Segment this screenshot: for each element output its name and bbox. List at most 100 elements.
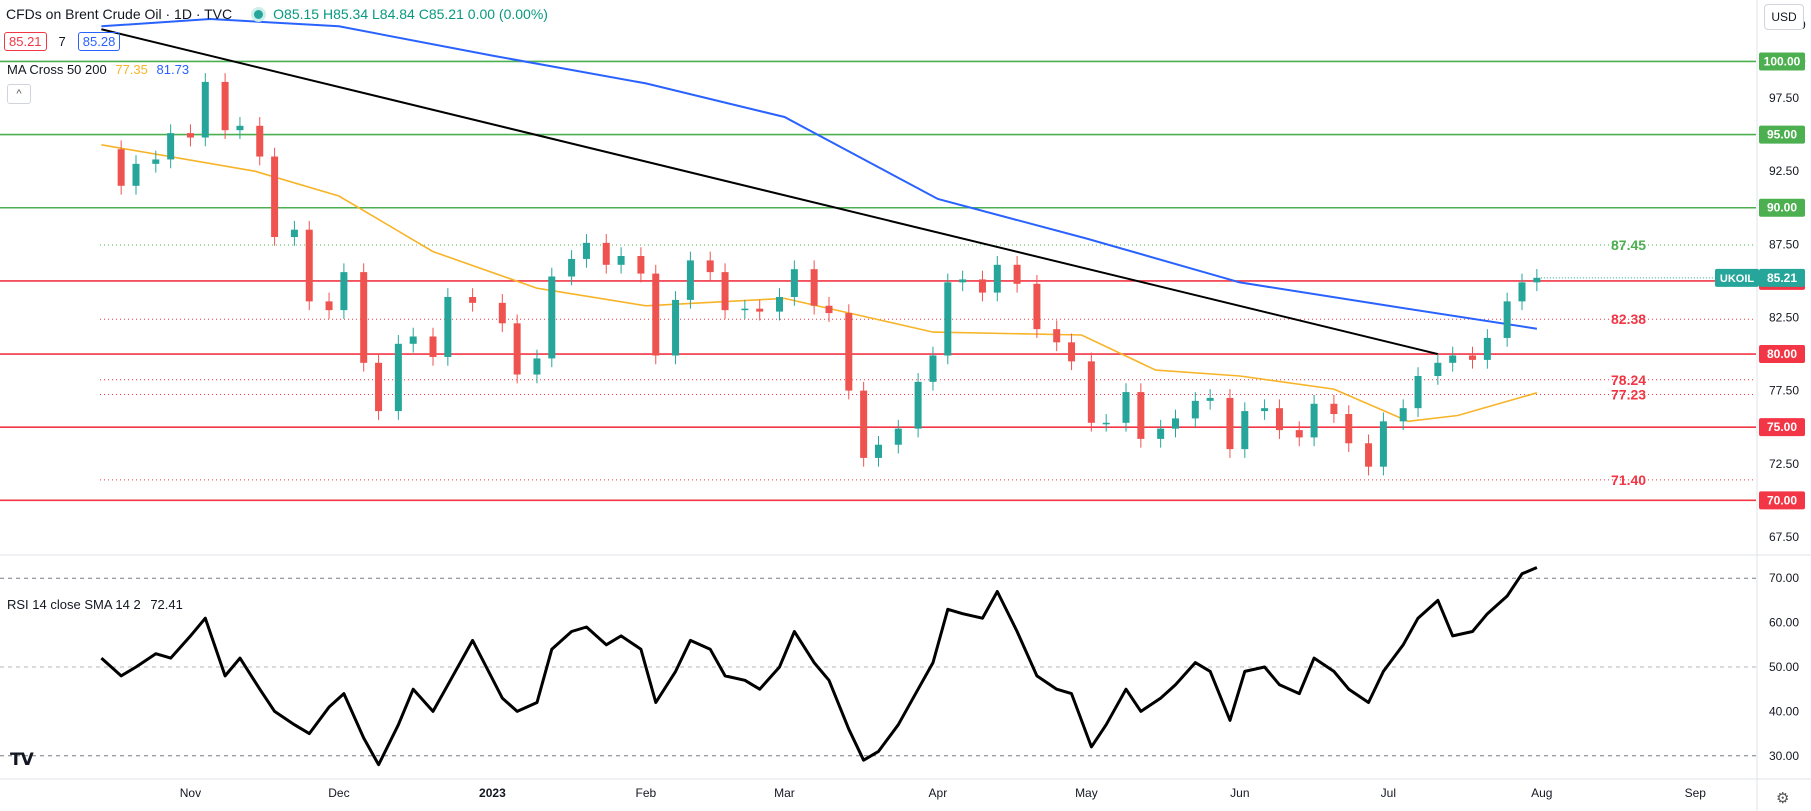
candle-body [271,156,279,237]
level-label: 78.24 [1611,372,1646,388]
bid-ask-row: 85.21 7 85.28 [4,32,121,51]
price-tick-label: 82.50 [1769,310,1799,324]
price-tick-label: 72.50 [1769,457,1799,471]
ohlc-change: 0.00 (0.00%) [467,6,548,22]
candle-body [1157,428,1165,439]
chevron-up-icon[interactable]: ^ [7,84,31,104]
time-tick-label: Jul [1381,786,1396,800]
candle-body [548,276,556,359]
candle-body [236,125,244,131]
rsi-legend[interactable]: RSI 14 close SMA 14 2 72.41 [7,597,183,612]
rsi-tick-label: 40.00 [1769,704,1799,718]
level-price-tag [1759,125,1805,144]
level-price-tag [1759,491,1805,510]
time-tick-label: Jun [1230,786,1249,800]
level-price-tag-text: 95.00 [1767,128,1797,142]
candle-body [959,279,967,283]
price-tick-label: 77.50 [1769,384,1799,398]
level-price-tag [1759,418,1805,437]
level-label: 82.38 [1611,311,1646,327]
candle-body [860,390,868,458]
time-tick-label: Mar [774,786,795,800]
candle-body [1414,375,1422,409]
tradingview-logo[interactable]: TV [10,750,34,770]
last-price-symbol-tag [1715,268,1759,287]
candle-body [1053,329,1061,343]
candle-body [340,272,348,311]
price-tick-label: 97.50 [1769,91,1799,105]
candle-body [582,242,590,259]
candle-body [652,273,660,356]
time-tick-label: 2023 [479,786,506,800]
ma-label: MA Cross 50 200 [7,62,107,77]
level-price-tag [1759,198,1805,217]
rsi-tick-label: 60.00 [1769,616,1799,630]
candle-body [256,125,264,157]
rsi-value: 72.41 [150,597,183,612]
level-price-tag [1759,345,1805,364]
candle-body [1533,277,1541,283]
time-tick-label: Nov [180,786,201,800]
candle-body [944,282,952,356]
candle-body [1122,392,1130,423]
candle-body [201,81,209,138]
candle-body [706,260,714,273]
ma-legend[interactable]: MA Cross 50 200 77.35 81.73 [7,62,189,77]
chart-header: CFDs on Brent Crude Oil · 1D · TVC O85.1… [0,0,548,28]
candle-body [117,149,125,186]
candle-body [429,336,437,357]
rsi-label: RSI 14 close SMA 14 2 [7,597,141,612]
ohlc-close: C85.21 [418,6,464,22]
bid-button[interactable]: 85.21 [4,32,47,51]
candle-body [221,81,229,131]
last-price-symbol: UKOIL [1720,273,1755,285]
candle-body [1206,397,1214,401]
candle-body [1261,408,1269,412]
candle-body [686,260,694,300]
gear-icon[interactable]: ⚙ [1776,789,1790,807]
ma200-value: 81.73 [156,62,190,77]
candle-body [1137,392,1145,439]
last-price-tag [1759,268,1805,287]
market-status-icon [254,9,264,19]
candle-body [914,381,922,429]
currency-button[interactable]: USD [1764,4,1804,30]
candle-body [325,301,333,311]
time-tick-label: Dec [328,786,349,800]
ma50-line [101,144,1538,423]
candle-body [1172,418,1179,429]
spread-value: 7 [58,34,66,49]
candle-body [1295,430,1303,438]
candle-body [810,269,818,306]
candle-body [1102,422,1110,425]
level-label: 87.45 [1611,237,1646,253]
candle-body [1503,301,1511,338]
rsi-tick-label: 30.00 [1769,749,1799,763]
candle-body [790,269,798,297]
candle-body [152,159,160,164]
ohlc-low: L84.84 [372,6,415,22]
candle-body [1345,414,1353,444]
instrument-title[interactable]: CFDs on Brent Crude Oil · 1D · TVC [6,6,233,22]
candle-body [409,336,417,344]
candle-body [1379,421,1387,467]
candle-body [568,258,576,277]
candle-body [1449,355,1457,363]
candle-body [1241,411,1249,450]
ask-button[interactable]: 85.28 [77,32,121,51]
candle-body [533,358,541,375]
time-tick-label: Feb [636,786,657,800]
candle-body [1434,362,1442,376]
candle-body [637,256,645,274]
candle-body [469,296,477,303]
candle-body [305,229,313,302]
time-tick-label: Aug [1531,786,1552,800]
level-price-tag-text: 75.00 [1767,420,1797,434]
candle-body [1518,282,1526,302]
level-price-tag-text: 70.00 [1767,493,1797,507]
candle-body [756,308,764,312]
candle-body [1399,408,1407,422]
ma50-value: 77.35 [115,62,148,77]
candle-body [894,428,902,445]
